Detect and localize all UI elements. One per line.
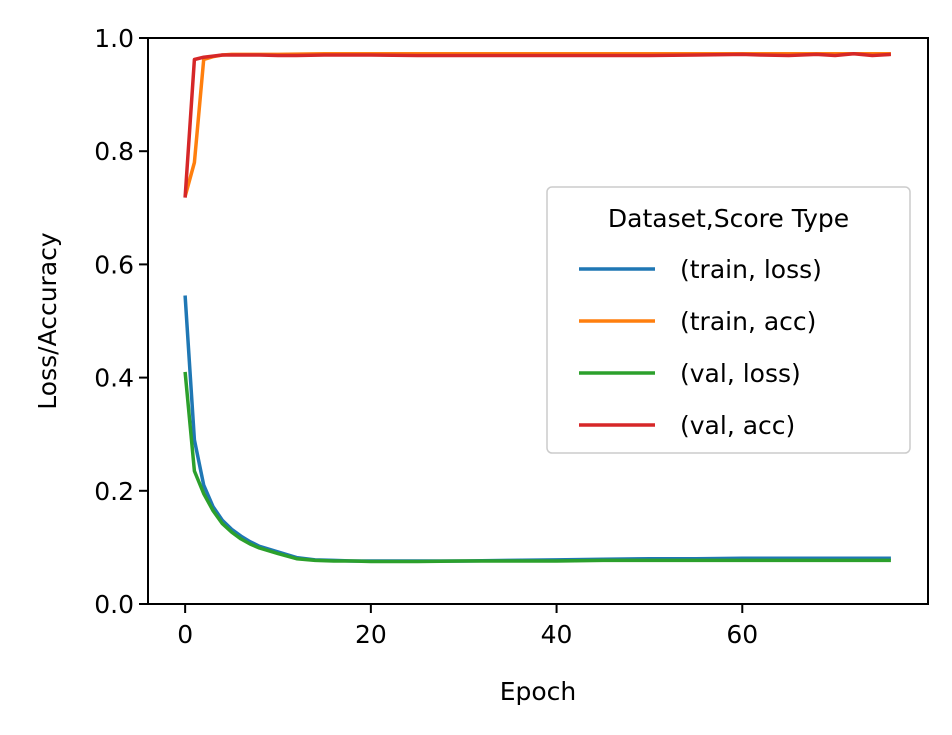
y-axis-label: Loss/Accuracy xyxy=(33,232,62,410)
legend-label: (val, loss) xyxy=(680,359,801,388)
y-tick-label: 0.8 xyxy=(94,137,134,166)
legend-title: Dataset,Score Type xyxy=(608,204,849,233)
legend: Dataset,Score Type (train, loss)(train, … xyxy=(546,186,911,454)
y-tick-label: 0.2 xyxy=(94,477,134,506)
x-axis-label: Epoch xyxy=(500,677,577,706)
legend-label: (train, acc) xyxy=(680,307,816,336)
series-line-3 xyxy=(183,52,892,198)
y-tick-label: 0.6 xyxy=(94,250,134,279)
legend-entries: (train, loss) (train, acc) (val, loss) (val… xyxy=(579,255,822,440)
x-tick-label: 0 xyxy=(177,620,193,649)
y-tick-label: 1.0 xyxy=(94,24,134,53)
legend-label: (train, loss) xyxy=(680,255,822,284)
x-tick-label: 60 xyxy=(726,620,758,649)
series-layer xyxy=(183,52,892,564)
legend-label: (val, acc) xyxy=(680,411,795,440)
y-axis-ticks: 0.0 0.2 0.4 0.6 0.8 1.0 xyxy=(94,24,148,619)
series-line-1 xyxy=(183,52,891,197)
legend-box xyxy=(546,186,911,454)
x-axis-ticks: 0 20 40 60 xyxy=(177,604,758,649)
series-line-2 xyxy=(183,371,891,564)
plot-frame xyxy=(147,37,929,605)
y-tick-label: 0.0 xyxy=(94,590,134,619)
x-tick-label: 40 xyxy=(541,620,573,649)
x-tick-label: 20 xyxy=(355,620,387,649)
y-tick-label: 0.4 xyxy=(94,364,134,393)
